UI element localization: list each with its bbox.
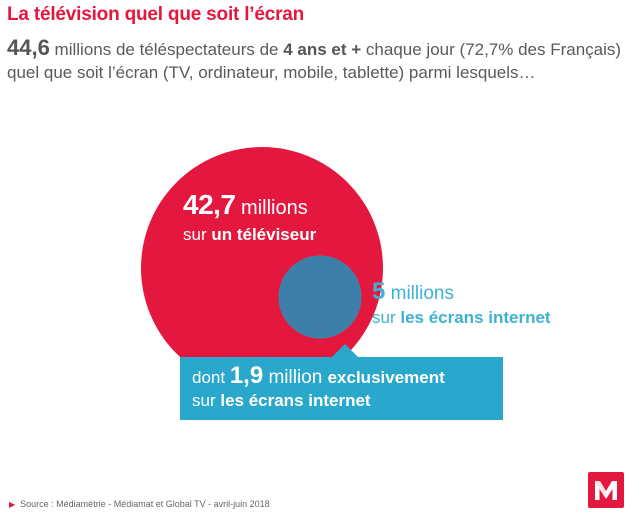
exclusive-unit: million <box>263 367 328 388</box>
exclusive-internet-callout: dont 1,9 million exclusivement sur les é… <box>180 344 503 420</box>
tv-viewers-value: 42,7 <box>183 189 236 220</box>
overlap-region <box>278 255 362 339</box>
tv-viewers-unit: millions <box>235 197 308 219</box>
intro-text: 44,6 millions de téléspectateurs de 4 an… <box>7 36 622 84</box>
tv-viewers-device: un téléviseur <box>211 225 317 244</box>
internet-viewers-prefix: sur <box>372 308 401 327</box>
exclusive-word: exclusivement <box>327 368 445 387</box>
page-title: La télévision quel que soit l’écran <box>7 4 305 25</box>
source-bullet-icon: ▶ <box>9 500 16 509</box>
tv-viewers-label: 42,7 millions sur un téléviseur <box>183 189 317 248</box>
source-text: Source : Médiamétrie - Médiamat et Globa… <box>20 499 270 509</box>
mediametrie-logo-icon <box>588 472 624 508</box>
internet-viewers-unit: millions <box>385 283 454 304</box>
intro-part1: millions de téléspectateurs de <box>49 40 284 59</box>
callout-text: dont 1,9 million exclusivement sur les é… <box>192 364 445 412</box>
intro-age: 4 ans et + <box>283 40 362 59</box>
intro-part2: chaque jour (72,7% des Français) quel qu… <box>7 40 622 82</box>
internet-viewers-value: 5 <box>372 278 386 305</box>
source-note: ▶ Source : Médiamétrie - Médiamat et Glob… <box>9 499 270 509</box>
exclusive-device: les écrans internet <box>220 391 371 410</box>
tv-viewers-prefix: sur <box>183 225 212 244</box>
exclusive-value: 1,9 <box>229 362 264 389</box>
internet-viewers-device: les écrans internet <box>400 308 551 327</box>
exclusive-prefix: dont <box>192 368 230 387</box>
total-viewers-value: 44,6 <box>7 35 50 60</box>
exclusive-line2-prefix: sur <box>192 391 221 410</box>
callout-pointer <box>332 344 358 357</box>
internet-viewers-label: 5 millions sur les écrans internet <box>372 280 551 330</box>
